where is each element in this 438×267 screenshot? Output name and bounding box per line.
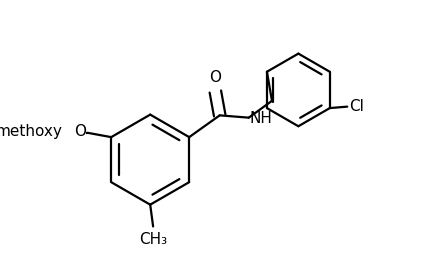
Text: O: O [209,70,221,85]
Text: methoxy: methoxy [0,124,62,139]
Text: O: O [74,124,86,139]
Text: Cl: Cl [350,99,364,113]
Text: CH₃: CH₃ [139,232,167,247]
Text: NH: NH [250,111,273,126]
